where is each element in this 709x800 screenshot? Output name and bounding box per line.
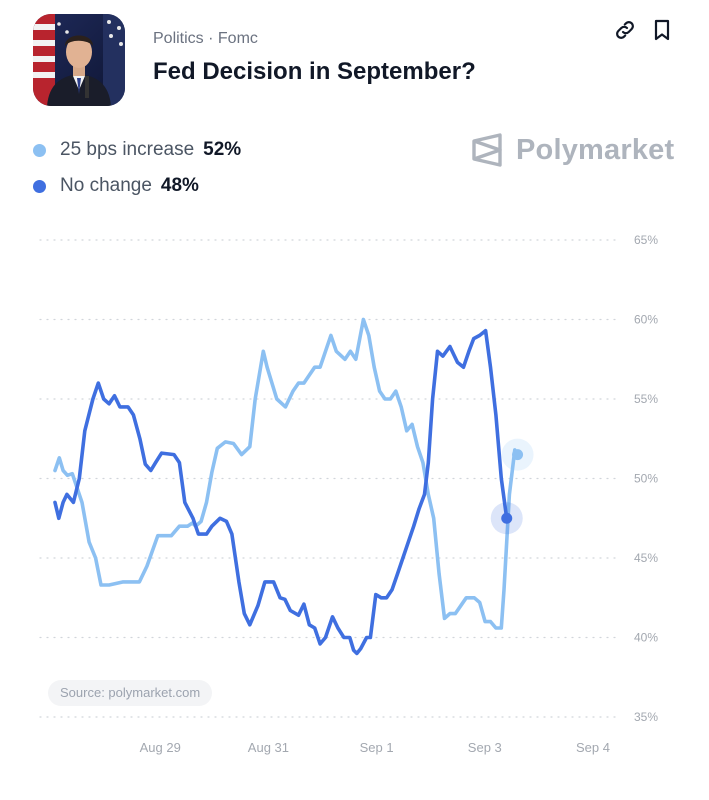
link-icon xyxy=(616,21,634,39)
y-axis-ticks: 35% 40% 45% 50% 55% 60% 65% xyxy=(634,233,658,724)
polymarket-watermark: Polymarket xyxy=(470,132,674,168)
y-tick-label: 40% xyxy=(634,631,658,645)
end-marker-dot xyxy=(512,449,524,461)
y-tick-label: 35% xyxy=(634,710,658,724)
source-label: Source: polymarket.com xyxy=(48,680,213,706)
legend-dot-icon xyxy=(33,143,46,157)
chart-gridlines xyxy=(39,239,619,718)
probability-chart[interactable]: 35% 40% 45% 50% 55% 60% 65% Aug 29 Aug 31 Sep 1 S… xyxy=(0,220,709,760)
y-tick-label: 45% xyxy=(634,551,658,565)
brand-name: Polymarket xyxy=(516,133,675,166)
x-tick-label: Sep 3 xyxy=(468,740,502,755)
market-avatar[interactable] xyxy=(33,14,125,106)
legend-dot-icon xyxy=(33,179,46,193)
end-marker-dot xyxy=(501,512,513,524)
legend-percentage: 52% xyxy=(203,139,242,160)
series-line-25bps-increase xyxy=(53,317,520,630)
chart-legend: 25 bps increase 52% No change 48% xyxy=(33,132,241,204)
y-tick-label: 60% xyxy=(634,313,658,327)
market-category[interactable]: Politics · Fomc xyxy=(153,30,258,47)
y-tick-label: 55% xyxy=(634,392,658,406)
y-tick-label: 50% xyxy=(634,472,658,486)
x-tick-label: Aug 31 xyxy=(248,740,289,755)
bookmark-icon xyxy=(654,19,670,41)
page-title: Fed Decision in September? xyxy=(153,58,476,85)
x-axis-ticks: Aug 29 Aug 31 Sep 1 Sep 3 Sep 4 xyxy=(140,740,610,755)
legend-item-no-change: No change 48% xyxy=(33,168,241,204)
legend-percentage: 48% xyxy=(160,175,199,196)
polymarket-logo-icon xyxy=(472,133,502,167)
legend-label: 25 bps increase xyxy=(60,139,195,160)
market-header: Politics · Fomc Fed Decision in Septembe… xyxy=(0,0,709,120)
legend-item-25bps: 25 bps increase 52% xyxy=(33,132,241,168)
x-tick-label: Sep 1 xyxy=(360,740,394,755)
x-tick-label: Sep 4 xyxy=(576,740,610,755)
legend-label: No change xyxy=(60,175,152,196)
avatar-image xyxy=(33,14,125,106)
y-tick-label: 65% xyxy=(634,233,658,247)
copy-link-button[interactable] xyxy=(611,16,639,44)
series-line-no-change xyxy=(53,328,509,656)
bookmark-button[interactable] xyxy=(648,16,676,44)
x-tick-label: Aug 29 xyxy=(140,740,181,755)
chart-end-markers xyxy=(490,438,534,535)
chart-series xyxy=(53,317,520,656)
